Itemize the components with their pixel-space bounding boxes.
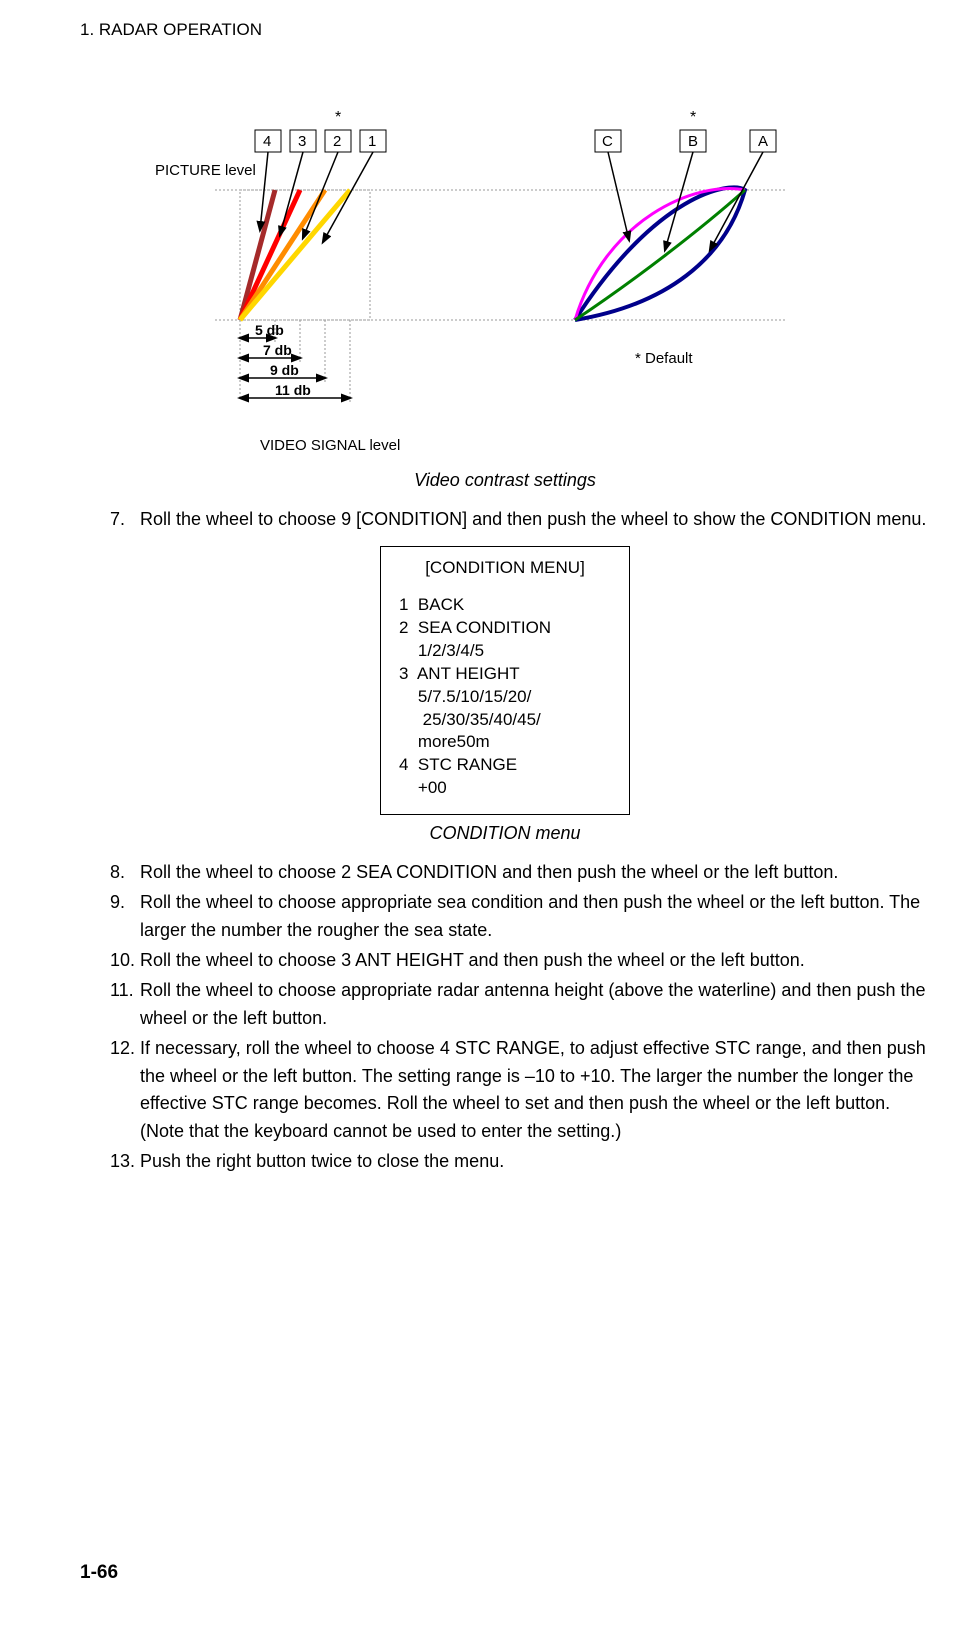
step-8: 8.Roll the wheel to choose 2 SEA CONDITI… <box>110 859 930 887</box>
step-num: 11. <box>110 977 136 1005</box>
menu-row: 2 SEA CONDITION <box>399 617 617 640</box>
menu-row: 1 BACK <box>399 594 617 617</box>
video-signal-label: VIDEO SIGNAL level <box>260 437 400 454</box>
page-number: 1-66 <box>80 1562 118 1584</box>
box-4: 4 <box>263 133 271 150</box>
step-text: Roll the wheel to choose appropriate rad… <box>140 980 926 1028</box>
box-2: 2 <box>333 133 341 150</box>
menu-row: more50m <box>399 731 617 754</box>
box-b: B <box>688 133 698 150</box>
box-c: C <box>602 133 613 150</box>
box-1: 1 <box>368 133 376 150</box>
step-12: 12.If necessary, roll the wheel to choos… <box>110 1035 930 1147</box>
step-text: Roll the wheel to choose 2 SEA CONDITION… <box>140 862 838 882</box>
page-header: 1. RADAR OPERATION <box>80 20 930 40</box>
picture-level-label: PICTURE level <box>155 162 256 179</box>
box-3: 3 <box>298 133 306 150</box>
step-num: 12. <box>110 1035 136 1063</box>
db-label-9: 9 db <box>270 362 299 378</box>
step-num: 10. <box>110 947 136 975</box>
box-a: A <box>758 133 768 150</box>
db-label-7: 7 db <box>263 342 292 358</box>
step-text: If necessary, roll the wheel to choose 4… <box>140 1038 926 1142</box>
step-list-bottom: 8.Roll the wheel to choose 2 SEA CONDITI… <box>80 859 930 1176</box>
step-13: 13.Push the right button twice to close … <box>110 1148 930 1176</box>
caption-condition-menu: CONDITION menu <box>80 823 930 844</box>
db-label-11: 11 db <box>275 382 311 398</box>
step-text: Roll the wheel to choose 9 [CONDITION] a… <box>140 509 926 529</box>
step-list-top: 7.Roll the wheel to choose 9 [CONDITION]… <box>80 506 930 534</box>
menu-row: 3 ANT HEIGHT <box>399 663 617 686</box>
step-text: Roll the wheel to choose appropriate sea… <box>140 892 920 940</box>
menu-row: 5/7.5/10/15/20/ <box>399 686 617 709</box>
step-text: Push the right button twice to close the… <box>140 1151 504 1171</box>
menu-title: [CONDITION MENU] <box>393 557 617 580</box>
step-num: 9. <box>110 889 136 917</box>
db-label-5: 5 db <box>255 322 284 338</box>
step-9: 9.Roll the wheel to choose appropriate s… <box>110 889 930 945</box>
step-num: 13. <box>110 1148 136 1176</box>
step-10: 10.Roll the wheel to choose 3 ANT HEIGHT… <box>110 947 930 975</box>
asterisk-right: * <box>690 109 696 126</box>
asterisk-left: * <box>335 109 341 126</box>
step-7: 7.Roll the wheel to choose 9 [CONDITION]… <box>110 506 930 534</box>
step-num: 8. <box>110 859 136 887</box>
step-11: 11.Roll the wheel to choose appropriate … <box>110 977 930 1033</box>
menu-row: 1/2/3/4/5 <box>399 640 617 663</box>
condition-menu-box: [CONDITION MENU] 1 BACK 2 SEA CONDITION … <box>380 546 630 815</box>
menu-row: +00 <box>399 777 617 800</box>
menu-row: 4 STC RANGE <box>399 754 617 777</box>
caption-video-contrast: Video contrast settings <box>80 470 930 491</box>
left-box-group: 4 3 2 1 <box>255 130 386 152</box>
right-box-group: C B A <box>595 130 776 152</box>
menu-row: 25/30/35/40/45/ <box>399 709 617 732</box>
step-num: 7. <box>110 506 136 534</box>
default-label: * Default <box>635 350 693 367</box>
step-text: Roll the wheel to choose 3 ANT HEIGHT an… <box>140 950 805 970</box>
video-contrast-diagram: 5 db 7 db 9 db 11 db 4 3 2 1 * PICTURE l… <box>155 80 855 460</box>
